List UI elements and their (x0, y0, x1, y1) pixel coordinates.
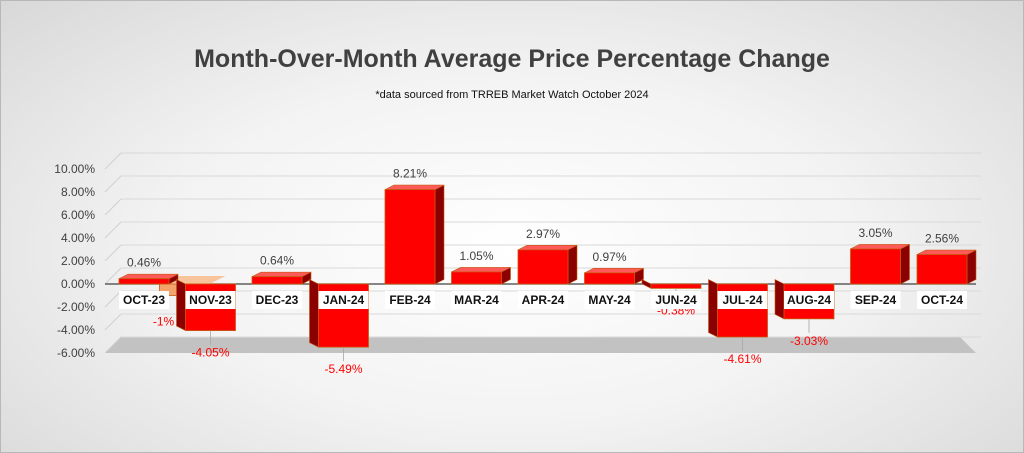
bar (451, 271, 502, 285)
category-label: MAR-24 (454, 293, 499, 307)
category-label: JAN-24 (323, 293, 365, 307)
gridline-depth (104, 290, 122, 308)
category-label-bg (651, 291, 701, 309)
bar-side (774, 279, 785, 320)
category-label: AUG-24 (787, 293, 831, 307)
gridline-depth (104, 152, 122, 170)
category-label: JUN-24 (655, 293, 697, 307)
category-label: FEB-24 (389, 293, 431, 307)
category-label: MAY-24 (588, 293, 631, 307)
bar-top (850, 244, 910, 250)
category-label: APR-24 (522, 293, 565, 307)
category-label: NOV-23 (189, 293, 232, 307)
bar-top (451, 267, 511, 273)
y-tick-label: 10.00% (54, 162, 95, 176)
bar-value-label: -4.61% (723, 352, 761, 366)
chart-title: Month-Over-Month Average Price Percentag… (194, 45, 830, 73)
bar-value-label: -3.03% (790, 334, 828, 348)
category-label-bg (185, 291, 236, 309)
y-tick-label: 6.00% (61, 208, 95, 222)
bar-side (176, 279, 186, 332)
chart-subtitle: *data sourced from TRREB Market Watch Oc… (375, 89, 649, 101)
y-tick-label: 0.00% (61, 277, 95, 291)
category-label: JUL-24 (722, 293, 762, 307)
category-label-bg (119, 291, 169, 309)
y-tick-label: -4.00% (57, 323, 95, 337)
y-tick-label: 4.00% (61, 231, 95, 245)
category-label-bg (451, 291, 502, 309)
bar (650, 283, 702, 289)
gridline-depth (104, 313, 122, 331)
bar-value-label: -4.05% (191, 346, 229, 360)
category-label-bg (318, 291, 369, 309)
category-label: DEC-23 (256, 293, 299, 307)
bar-value-label: 0.97% (592, 250, 626, 264)
bar-value-label: 8.21% (393, 167, 427, 181)
gridline-depth (104, 336, 122, 354)
bar (850, 248, 901, 285)
bar-top (251, 271, 312, 277)
category-label-bg (385, 291, 435, 309)
bar (916, 254, 968, 285)
category-label: SEP-24 (855, 293, 897, 307)
chart-floor (105, 337, 976, 353)
bar (384, 189, 436, 285)
gridline-depth (104, 221, 122, 239)
category-label: OCT-24 (921, 293, 963, 307)
bar-value-label: 1.05% (459, 249, 493, 263)
category-label: OCT-23 (123, 293, 165, 307)
category-label-bg (717, 291, 768, 309)
bar-side (641, 279, 652, 289)
gridline-depth (104, 267, 122, 285)
bar-value-label: -5.49% (324, 362, 362, 376)
bar-top (584, 268, 644, 274)
y-tick-label: -2.00% (57, 300, 95, 314)
bar-side (567, 244, 578, 285)
bar (584, 272, 635, 285)
bar-top (384, 184, 445, 190)
bar-value-label: 0.46% (127, 256, 161, 270)
bar-side (309, 279, 319, 348)
bar-side (708, 279, 718, 338)
category-label-bg (252, 291, 302, 309)
y-tick-label: 2.00% (61, 254, 95, 268)
bar (517, 249, 569, 285)
y-tick-label: -6.00% (57, 346, 95, 360)
category-label-bg (784, 291, 834, 309)
gridline-depth (104, 175, 122, 193)
bar-value-label: 2.56% (925, 232, 959, 246)
bar-side (900, 243, 910, 285)
bar-side (434, 184, 445, 285)
bar-value-label: 2.97% (526, 227, 560, 241)
bar-top (517, 245, 578, 251)
category-label-bg (917, 291, 967, 309)
bar (251, 276, 303, 285)
category-label-bg (850, 291, 901, 309)
bar-value-label: 3.05% (858, 226, 892, 240)
annotation-label: -1% (153, 315, 175, 329)
bar-value-label: 0.64% (260, 254, 294, 268)
category-label-bg (518, 291, 568, 309)
gridline-depth (104, 244, 122, 262)
bar-top (118, 273, 179, 280)
bar-side (966, 249, 977, 285)
bar-top (916, 249, 977, 255)
y-tick-label: 8.00% (61, 185, 95, 199)
gridline-depth (104, 198, 122, 216)
category-label-bg (584, 291, 635, 309)
bar (118, 278, 170, 285)
